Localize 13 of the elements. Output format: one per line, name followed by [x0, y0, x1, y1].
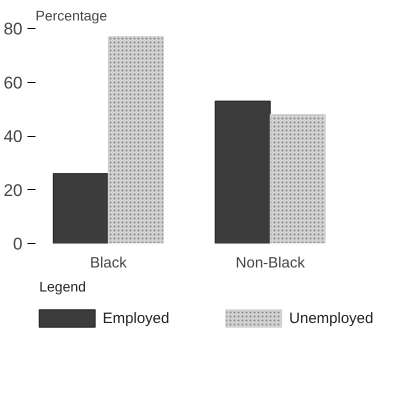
bar [214, 100, 271, 244]
legend-label: Unemployed [289, 310, 374, 327]
legend-label: Employed [102, 310, 170, 327]
y-tick-label: 80 [4, 20, 23, 38]
x-tick-label: Non-Black [236, 254, 306, 272]
legend-title: Legend [39, 278, 86, 294]
y-tick-label: 40 [4, 127, 23, 146]
bar [52, 173, 109, 244]
y-axis-title: Percentage [36, 8, 108, 24]
x-tick-label: Black [90, 254, 128, 272]
y-tick-label: 20 [4, 180, 23, 200]
y-tick-label: 60 [4, 73, 23, 92]
y-tick-label: 0 [13, 234, 23, 254]
